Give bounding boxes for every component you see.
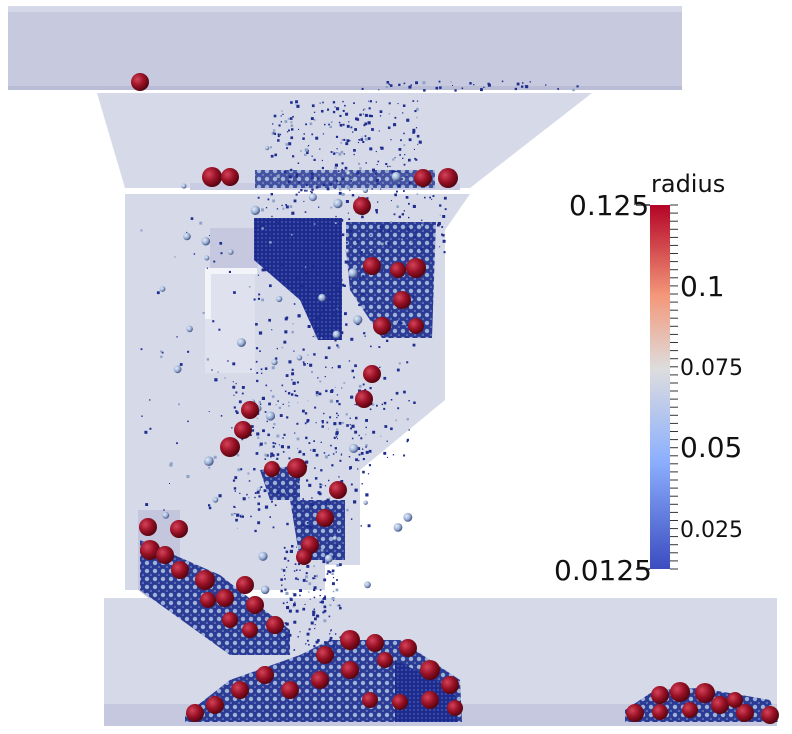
colorbar-tick-0.1: 0.1: [680, 270, 725, 303]
colorbar-tick-min: 0.0125: [554, 554, 652, 587]
colorbar-title: radius: [651, 170, 726, 198]
scattered-particles: [140, 80, 579, 652]
colorbar-minor-ticks: [636, 204, 678, 570]
colorbar-tick-0.075: 0.075: [680, 356, 743, 381]
colorbar-tick-max: 0.125: [569, 189, 650, 222]
colorbar-tick-0.025: 0.025: [680, 518, 743, 543]
colorbar-tick-0.05: 0.05: [680, 431, 743, 464]
top-chamber: [8, 6, 682, 90]
large-particles: [131, 73, 779, 724]
colorbar-gradient: [650, 205, 670, 569]
colorbar: [636, 204, 678, 570]
